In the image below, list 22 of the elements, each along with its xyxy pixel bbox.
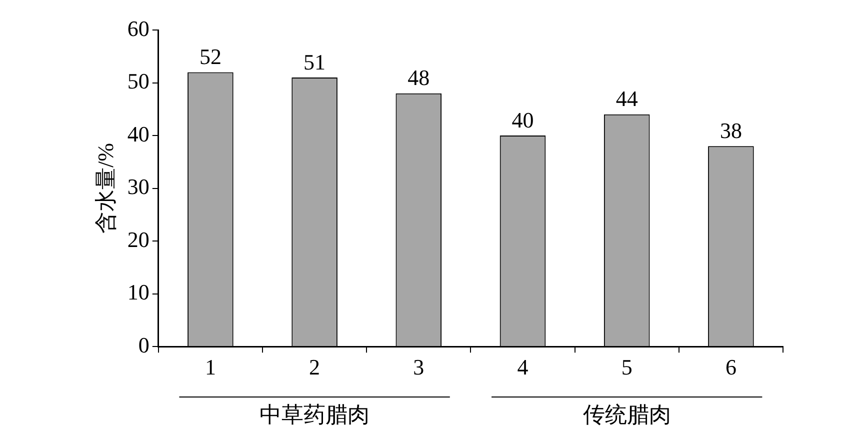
data-label: 38	[720, 118, 742, 143]
y-axis-title: 含水量/%	[92, 143, 118, 234]
data-label: 52	[199, 44, 222, 69]
y-tick-label: 0	[138, 332, 150, 358]
y-tick-label: 30	[127, 174, 150, 200]
x-tick-label: 1	[204, 354, 216, 380]
x-tick-label: 2	[309, 354, 320, 380]
y-tick-label: 60	[127, 16, 150, 41]
data-label: 44	[616, 86, 638, 112]
x-tick-label: 5	[621, 354, 632, 380]
x-tick-label: 4	[517, 354, 528, 380]
text: 中草药腊肉	[260, 402, 370, 427]
y-tick-label: 10	[127, 280, 150, 305]
data-label: 51	[304, 49, 326, 74]
data-label: 48	[408, 65, 430, 90]
data-label: 40	[512, 107, 534, 132]
y-tick-label: 40	[127, 121, 150, 146]
y-tick-label: 50	[127, 68, 150, 94]
y-tick-label: 20	[127, 226, 150, 252]
x-tick-label: 6	[725, 354, 736, 380]
x-tick-label: 3	[413, 354, 424, 380]
text: 传统腊肉	[582, 402, 671, 427]
